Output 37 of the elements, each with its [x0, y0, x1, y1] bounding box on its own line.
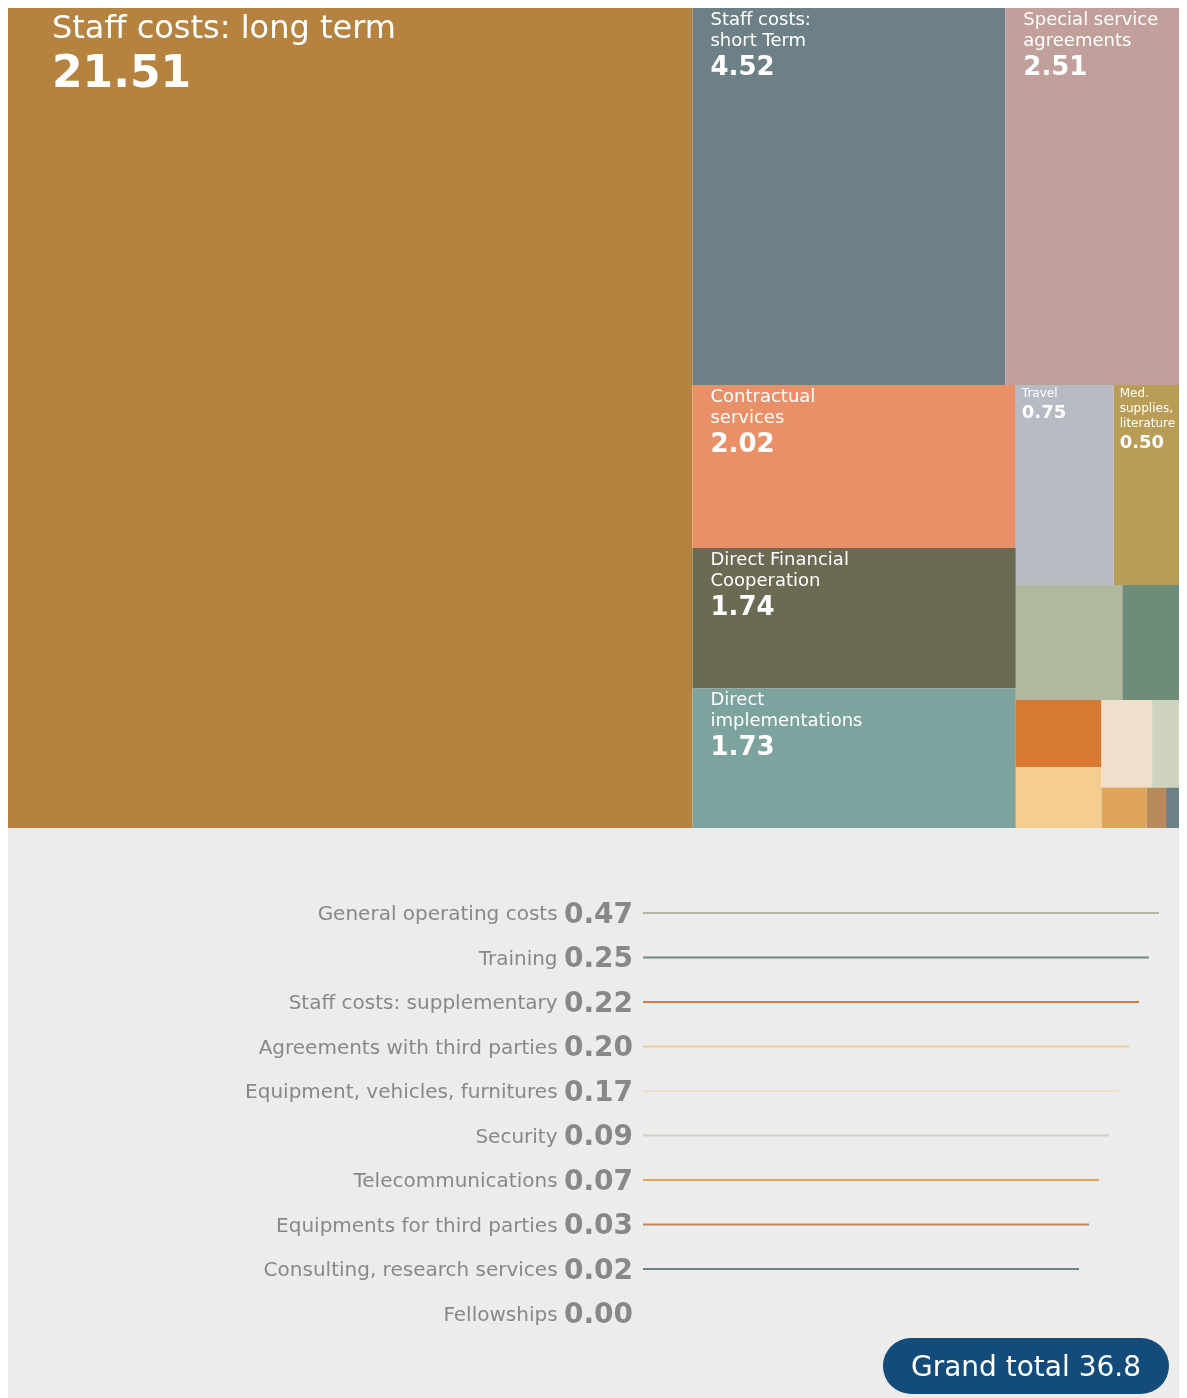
data-label: 2.51 — [1023, 51, 1088, 81]
data-label: 4.52 — [710, 51, 775, 81]
data-label: 0.02 — [563, 1252, 633, 1286]
category-label: Equipments for third parties — [276, 1212, 564, 1237]
data-label: 0.07 — [563, 1163, 633, 1197]
category-label: Travel — [1020, 385, 1058, 400]
data-label: 0.75 — [1021, 400, 1067, 422]
category-label: Staff costs: short Term — [710, 8, 811, 50]
data-label: 1.74 — [710, 591, 775, 622]
data-label: 0.09 — [563, 1119, 633, 1152]
category-label: Med. supplies, literature — [1119, 385, 1176, 430]
data-label: 0.00 — [563, 1297, 633, 1330]
data-label: 0.47 — [563, 896, 633, 930]
category-label: Equipment, vehicles, furnitures — [245, 1079, 564, 1103]
data-label: 0.03 — [563, 1208, 633, 1241]
category-label: Staff costs: long term — [52, 8, 396, 46]
data-label: 21.51 — [52, 45, 192, 97]
data-label: 2.02 — [710, 428, 775, 459]
category-label: Security — [475, 1123, 564, 1148]
data-label: 0.22 — [563, 985, 633, 1019]
category-label: Staff costs: supplementary — [288, 990, 564, 1014]
category-label: General operating costs — [317, 901, 564, 925]
category-label: Direct Financial Cooperation — [710, 548, 849, 591]
text: Grand total 36.8 — [910, 1349, 1142, 1383]
data-label: 0.20 — [563, 1030, 633, 1063]
data-label: 0.17 — [563, 1074, 633, 1108]
category-label: Telecommunications — [352, 1168, 564, 1192]
category-label: Fellowships — [443, 1301, 564, 1326]
category-label: Special service agreements — [1023, 8, 1159, 50]
category-label: Agreements with third parties — [258, 1034, 564, 1059]
category-label: Training — [477, 945, 564, 970]
data-label: 1.73 — [710, 731, 775, 762]
category-label: Contractual services — [710, 385, 816, 428]
category-label: Consulting, research services — [263, 1257, 564, 1281]
data-label: 0.50 — [1119, 430, 1165, 452]
data-label: 0.25 — [563, 941, 633, 974]
category-label: Direct implementations — [710, 688, 863, 731]
